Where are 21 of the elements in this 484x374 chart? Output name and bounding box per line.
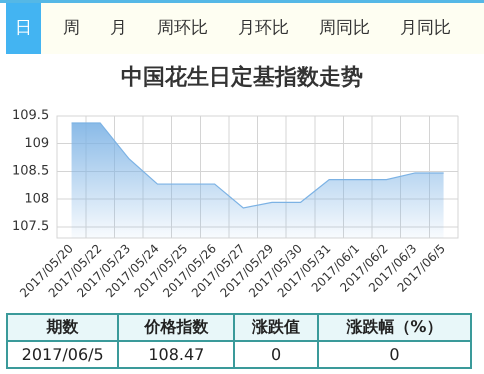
- text: 周同比: [319, 17, 370, 40]
- text: 月同比: [400, 17, 451, 40]
- text: 108.47: [118, 341, 234, 368]
- chart-title: 中国花生日定基指数走势: [120, 64, 364, 92]
- text: 0: [318, 341, 471, 368]
- text: 0: [234, 341, 318, 368]
- text: 周: [63, 17, 80, 40]
- text: 月环比: [238, 17, 289, 40]
- text: 涨跌值: [234, 314, 318, 341]
- text: 价格指数: [118, 314, 234, 341]
- y-tick-label: 109.5: [12, 108, 50, 124]
- text: 月: [110, 17, 127, 40]
- y-tick-label: 108: [24, 191, 50, 206]
- y-tick-label: 109: [24, 136, 50, 151]
- text: 日: [6, 3, 41, 54]
- y-tick-label: 107.5: [12, 219, 50, 234]
- y-tick-label: 108.5: [12, 164, 50, 179]
- text: 周环比: [157, 17, 208, 40]
- text: 涨跌幅（%）: [318, 314, 471, 341]
- text: 期数: [7, 314, 118, 341]
- text: 2017/06/5: [7, 341, 118, 368]
